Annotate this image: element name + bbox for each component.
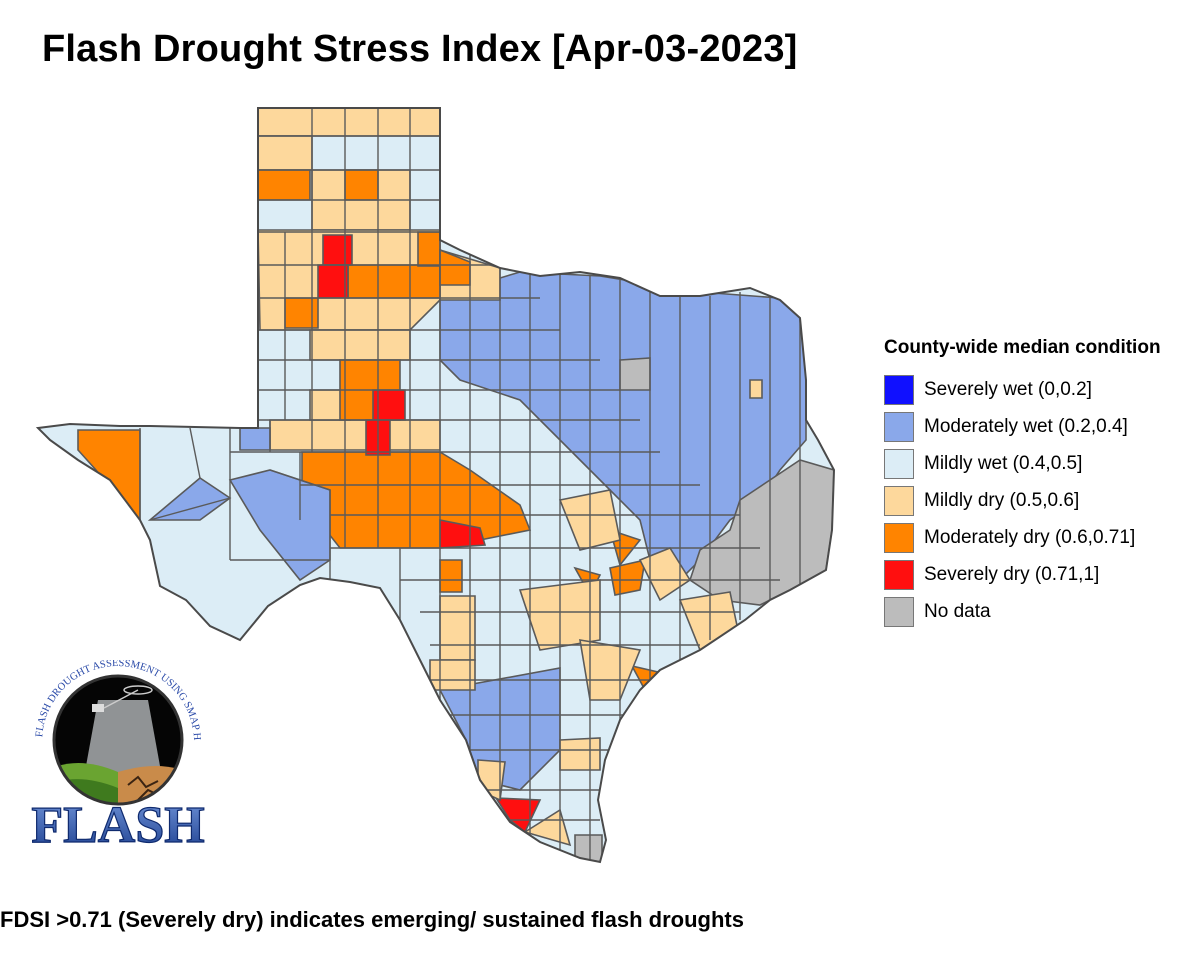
legend-item-severely-wet: Severely wet (0,0.2] bbox=[884, 371, 1200, 408]
legend-title: County-wide median condition bbox=[884, 337, 1161, 358]
legend-item-moderately-wet: Moderately wet (0.2,0.4] bbox=[884, 408, 1200, 445]
legend-label: Mildly dry (0.5,0.6] bbox=[924, 489, 1080, 511]
legend-label: Moderately wet (0.2,0.4] bbox=[924, 415, 1128, 437]
legend-swatch bbox=[884, 596, 914, 627]
legend-item-mildly-wet: Mildly wet (0.4,0.5] bbox=[884, 445, 1200, 482]
footnote: FDSI >0.71 (Severely dry) indicates emer… bbox=[0, 907, 744, 932]
legend-label: Moderately dry (0.6,0.71] bbox=[924, 526, 1136, 548]
legend: County-wide median condition Severely we… bbox=[884, 337, 1200, 630]
logo-wordmark: FLASH bbox=[31, 797, 204, 854]
legend-item-mildly-dry: Mildly dry (0.5,0.6] bbox=[884, 482, 1200, 519]
map-title: Flash Drought Stress Index [Apr-03-2023] bbox=[42, 28, 798, 70]
legend-item-no-data: No data bbox=[884, 593, 1200, 630]
legend-swatch bbox=[884, 448, 914, 479]
legend-item-moderately-dry: Moderately dry (0.6,0.71] bbox=[884, 519, 1200, 556]
legend-label: Mildly wet (0.4,0.5] bbox=[924, 452, 1083, 474]
legend-swatch bbox=[884, 522, 914, 553]
legend-swatch bbox=[884, 485, 914, 516]
legend-label: No data bbox=[924, 600, 991, 622]
flash-logo: FLASH DROUGHT ASSESSMENT USING SMAP HYDR… bbox=[18, 660, 205, 855]
legend-swatch bbox=[884, 411, 914, 442]
legend-label: Severely dry (0.71,1] bbox=[924, 563, 1100, 585]
legend-label: Severely wet (0,0.2] bbox=[924, 378, 1092, 400]
legend-swatch bbox=[884, 559, 914, 590]
legend-swatch bbox=[884, 374, 914, 405]
legend-item-severely-dry: Severely dry (0.71,1] bbox=[884, 556, 1200, 593]
